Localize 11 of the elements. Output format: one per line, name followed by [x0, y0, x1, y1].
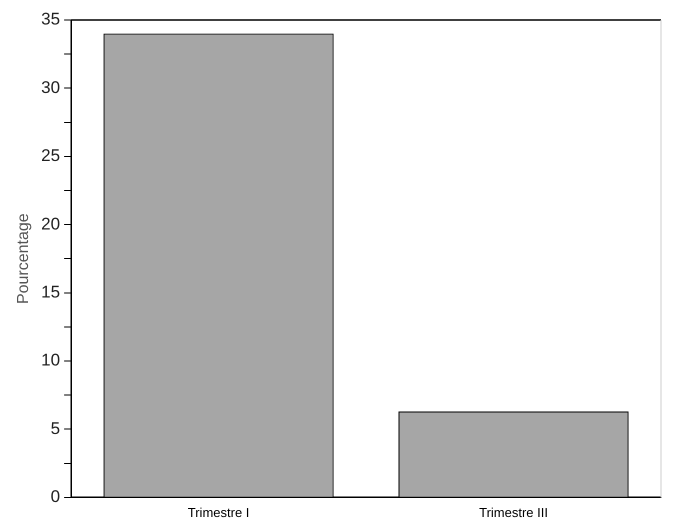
y-tick-label: 15 — [41, 282, 60, 302]
y-axis-title: Pourcentage — [15, 213, 32, 304]
y-tick-label: 10 — [41, 350, 60, 370]
y-tick-label: 35 — [41, 10, 60, 29]
y-tick-label: 25 — [41, 146, 60, 166]
x-tick-label: Trimestre I — [188, 504, 250, 520]
y-tick-label: 0 — [50, 487, 60, 506]
y-tick-label: 30 — [41, 78, 60, 97]
x-tick-label: Trimestre III — [479, 504, 548, 520]
y-tick-label: 20 — [41, 214, 60, 234]
y-tick-label: 5 — [50, 418, 60, 438]
